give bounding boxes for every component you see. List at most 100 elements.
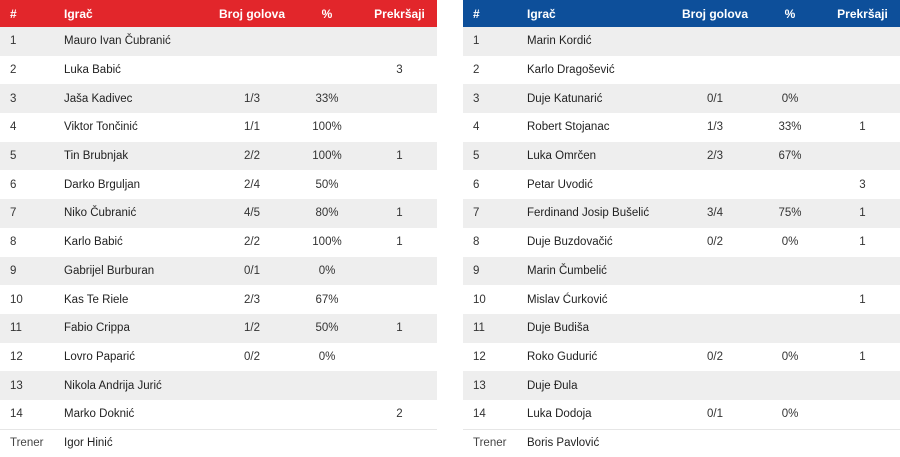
player-goals: 2/3 bbox=[244, 293, 260, 306]
player-percent: 80% bbox=[315, 207, 339, 220]
player-fouls: 1 bbox=[396, 322, 403, 335]
table-row: 7 Ferdinand Josip Bušelić 3/4 75% 1 bbox=[463, 199, 900, 228]
player-goals: 2/4 bbox=[244, 178, 260, 191]
player-goals: 0/1 bbox=[244, 264, 260, 277]
player-fouls: 1 bbox=[396, 150, 403, 163]
player-goals: 1/1 bbox=[244, 121, 260, 134]
player-number: 13 bbox=[10, 379, 23, 392]
player-goals: 2/2 bbox=[244, 236, 260, 249]
table-row: 11 Duje Budiša bbox=[463, 313, 900, 343]
player-name: Duje Buzdovačić bbox=[527, 236, 613, 249]
player-fouls: 3 bbox=[859, 178, 866, 191]
player-percent: 0% bbox=[781, 92, 799, 105]
player-number: 14 bbox=[10, 408, 23, 421]
player-number: 5 bbox=[10, 150, 17, 163]
player-name: Ferdinand Josip Bušelić bbox=[527, 207, 650, 220]
table-body: 1 Mauro Ivan Čubranić 2 Luka Babić 3 3 Jaša Ka… bbox=[0, 27, 437, 429]
player-name: Karlo Babić bbox=[64, 236, 123, 249]
table-row: 6 Darko Brguljan 2/4 50% bbox=[0, 170, 437, 200]
table-row: 5 Tin Brubnjak 2/2 100% 1 bbox=[0, 141, 437, 171]
table-row: 10 Kas Te Riele 2/3 67% bbox=[0, 285, 437, 314]
coach-name: Boris Pavlović bbox=[527, 437, 600, 450]
player-name: Marko Doknić bbox=[64, 408, 135, 421]
player-percent: 0% bbox=[318, 264, 336, 277]
player-name: Fabio Crippa bbox=[64, 322, 130, 335]
player-number: 11 bbox=[10, 322, 22, 335]
header-fouls: Prekršaji bbox=[837, 6, 888, 21]
table-body: 1 Marin Kordić 2 Karlo Dragošević 3 Duje Katu… bbox=[463, 27, 900, 429]
table-row: 7 Niko Čubranić 4/5 80% 1 bbox=[0, 199, 437, 228]
away-team-table: # Igrač Broj golova % Prekršaji 1 Marin K… bbox=[463, 0, 900, 457]
player-name: Luka Omrčen bbox=[527, 150, 597, 163]
player-name: Marin Kordić bbox=[527, 35, 592, 48]
player-fouls: 1 bbox=[859, 121, 866, 134]
table-row: 11 Fabio Crippa 1/2 50% 1 bbox=[0, 313, 437, 343]
player-goals: 1/3 bbox=[244, 92, 260, 105]
table-row: 1 Mauro Ivan Čubranić bbox=[0, 27, 437, 56]
player-name: Niko Čubranić bbox=[64, 207, 137, 220]
player-fouls: 1 bbox=[859, 207, 866, 220]
player-name: Nikola Andrija Jurić bbox=[64, 379, 162, 392]
player-number: 9 bbox=[473, 264, 480, 277]
player-number: 7 bbox=[10, 207, 17, 220]
player-percent: 0% bbox=[781, 408, 799, 421]
table-row: 2 Luka Babić 3 bbox=[0, 55, 437, 85]
table-row: 4 Robert Stojanac 1/3 33% 1 bbox=[463, 113, 900, 142]
table-row: 8 Duje Buzdovačić 0/2 0% 1 bbox=[463, 227, 900, 257]
table-header: # Igrač Broj golova % Prekršaji bbox=[0, 0, 437, 27]
coach-name: Igor Hinić bbox=[64, 437, 113, 450]
player-name: Roko Gudurić bbox=[527, 350, 598, 363]
table-row: 13 Duje Đula bbox=[463, 371, 900, 400]
table-row: 13 Nikola Andrija Jurić bbox=[0, 371, 437, 400]
player-name: Luka Babić bbox=[64, 64, 121, 77]
home-team-table: # Igrač Broj golova % Prekršaji 1 Mauro I… bbox=[0, 0, 437, 457]
player-number: 3 bbox=[10, 92, 17, 105]
player-percent: 0% bbox=[781, 236, 799, 249]
player-fouls: 1 bbox=[859, 350, 866, 363]
player-fouls: 3 bbox=[396, 64, 403, 77]
coach-label: Trener bbox=[10, 437, 44, 450]
player-name: Robert Stojanac bbox=[527, 121, 610, 134]
player-fouls: 1 bbox=[859, 293, 866, 306]
player-name: Luka Dodoja bbox=[527, 408, 592, 421]
table-row: 14 Marko Doknić 2 bbox=[0, 399, 437, 429]
player-goals: 2/3 bbox=[707, 150, 723, 163]
player-name: Gabrijel Burburan bbox=[64, 264, 155, 277]
player-goals: 0/1 bbox=[707, 408, 723, 421]
player-percent: 67% bbox=[315, 293, 339, 306]
player-percent: 100% bbox=[312, 236, 342, 249]
coach-label: Trener bbox=[473, 437, 507, 450]
player-name: Mislav Ćurković bbox=[527, 293, 608, 306]
player-number: 1 bbox=[10, 35, 17, 48]
player-percent: 33% bbox=[315, 92, 339, 105]
table-row: 3 Jaša Kadivec 1/3 33% bbox=[0, 84, 437, 114]
player-name: Tin Brubnjak bbox=[64, 150, 129, 163]
player-goals: 1/2 bbox=[244, 322, 260, 335]
player-number: 12 bbox=[473, 350, 486, 363]
player-name: Viktor Tončinić bbox=[64, 121, 138, 134]
player-goals: 0/2 bbox=[244, 350, 260, 363]
table-row: 9 Gabrijel Burburan 0/1 0% bbox=[0, 256, 437, 286]
player-number: 12 bbox=[10, 350, 23, 363]
player-goals: 0/2 bbox=[707, 236, 723, 249]
player-goals: 2/2 bbox=[244, 150, 260, 163]
player-number: 3 bbox=[473, 92, 480, 105]
player-percent: 0% bbox=[781, 350, 799, 363]
player-goals: 4/5 bbox=[244, 207, 260, 220]
player-name: Lovro Paparić bbox=[64, 350, 135, 363]
table-row: 8 Karlo Babić 2/2 100% 1 bbox=[0, 227, 437, 257]
player-name: Duje Katunarić bbox=[527, 92, 603, 105]
player-number: 11 bbox=[473, 322, 485, 335]
table-row: 1 Marin Kordić bbox=[463, 27, 900, 56]
table-row: 12 Roko Gudurić 0/2 0% 1 bbox=[463, 342, 900, 372]
table-row: 2 Karlo Dragošević bbox=[463, 55, 900, 85]
player-percent: 75% bbox=[778, 207, 802, 220]
player-goals: 1/3 bbox=[707, 121, 723, 134]
table-row: 3 Duje Katunarić 0/1 0% bbox=[463, 84, 900, 114]
player-number: 9 bbox=[10, 264, 17, 277]
player-fouls: 1 bbox=[396, 236, 403, 249]
player-number: 8 bbox=[10, 236, 17, 249]
header-goals: Broj golova bbox=[218, 6, 285, 21]
header-percent: % bbox=[321, 6, 333, 21]
header-number: # bbox=[473, 6, 480, 21]
